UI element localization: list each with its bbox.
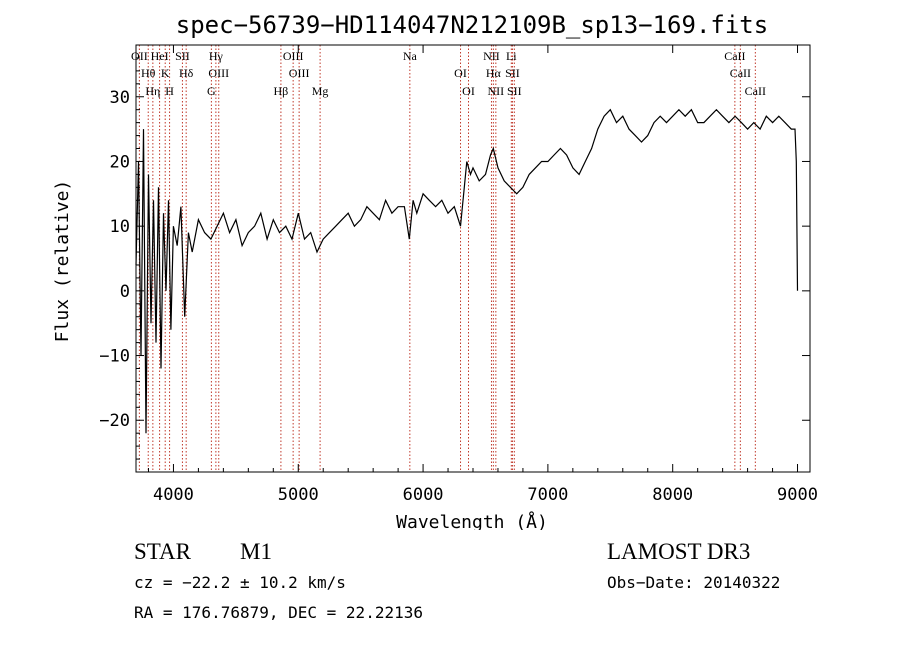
- obs-date-text: Obs−Date: 20140322: [607, 573, 781, 592]
- y-tick-label: 20: [110, 152, 130, 172]
- plot-frame: [135, 44, 811, 473]
- x-tick-label: 8000: [652, 485, 693, 505]
- chart-title: spec−56739−HD114047N212109B_sp13−169.fit…: [176, 11, 768, 39]
- spectral-line-label: OI: [462, 84, 475, 98]
- x-tick-label: 5000: [278, 485, 319, 505]
- spectral-line-label: H: [165, 84, 174, 98]
- spectral-line-label: SII: [175, 49, 190, 63]
- y-tick-label: 10: [110, 217, 130, 237]
- spectral-line-label: SII: [505, 66, 520, 80]
- x-tick-label: 9000: [777, 485, 818, 505]
- spectral-line-label: Hθ: [141, 66, 156, 80]
- y-tick-label: −20: [99, 411, 130, 431]
- spectral-line-label: OIII: [208, 66, 229, 80]
- spectral-line-label: CaII: [730, 66, 751, 80]
- spectral-line-label: HeI: [151, 49, 169, 63]
- spectral-line-label: OIII: [289, 66, 310, 80]
- coordinates-text: RA = 176.76879, DEC = 22.22136: [134, 603, 423, 622]
- spectral-line-label: Na: [403, 49, 418, 63]
- y-tick-label: 0: [120, 282, 130, 302]
- spectral-line-label: G: [207, 84, 216, 98]
- spectral-line-label: Hγ: [209, 49, 224, 63]
- y-axis-label: Flux (relative): [52, 180, 73, 343]
- spectral-line-label: K: [161, 66, 170, 80]
- spectral-line-label: OIII: [283, 49, 304, 63]
- x-tick-label: 4000: [153, 485, 194, 505]
- spectral-line-label: Hα: [486, 66, 502, 80]
- spectrum-chart: spec−56739−HD114047N212109B_sp13−169.fit…: [52, 11, 818, 530]
- spectral-line-label: Hβ: [274, 84, 289, 98]
- spectrum-line: [135, 108, 799, 434]
- spectral-line-label: NII: [488, 84, 505, 98]
- object-subclass: M1: [240, 539, 272, 564]
- spectral-line-label: Hδ: [179, 66, 194, 80]
- x-tick-label: 7000: [527, 485, 568, 505]
- spectral-line-label: OI: [454, 66, 467, 80]
- x-tick-label: 6000: [403, 485, 444, 505]
- spectral-line-label: Hη: [145, 84, 160, 98]
- spectral-line-label: Li: [506, 49, 517, 63]
- y-tick-label: −10: [99, 347, 130, 367]
- survey-name: LAMOST DR3: [607, 539, 751, 564]
- redshift-text: cz = −22.2 ± 10.2 km/s: [134, 573, 346, 592]
- object-class: STAR: [134, 539, 191, 564]
- spectral-line-label: SII: [507, 84, 522, 98]
- spectral-line-label: NII: [483, 49, 500, 63]
- spectral-line-label: CaII: [724, 49, 745, 63]
- y-tick-label: 30: [110, 88, 130, 108]
- spectral-line-label: CaII: [745, 84, 766, 98]
- spectral-line-label: Mg: [312, 84, 329, 98]
- x-axis-label: Wavelength (Å): [396, 511, 548, 530]
- spectral-line-label: OII: [131, 49, 148, 63]
